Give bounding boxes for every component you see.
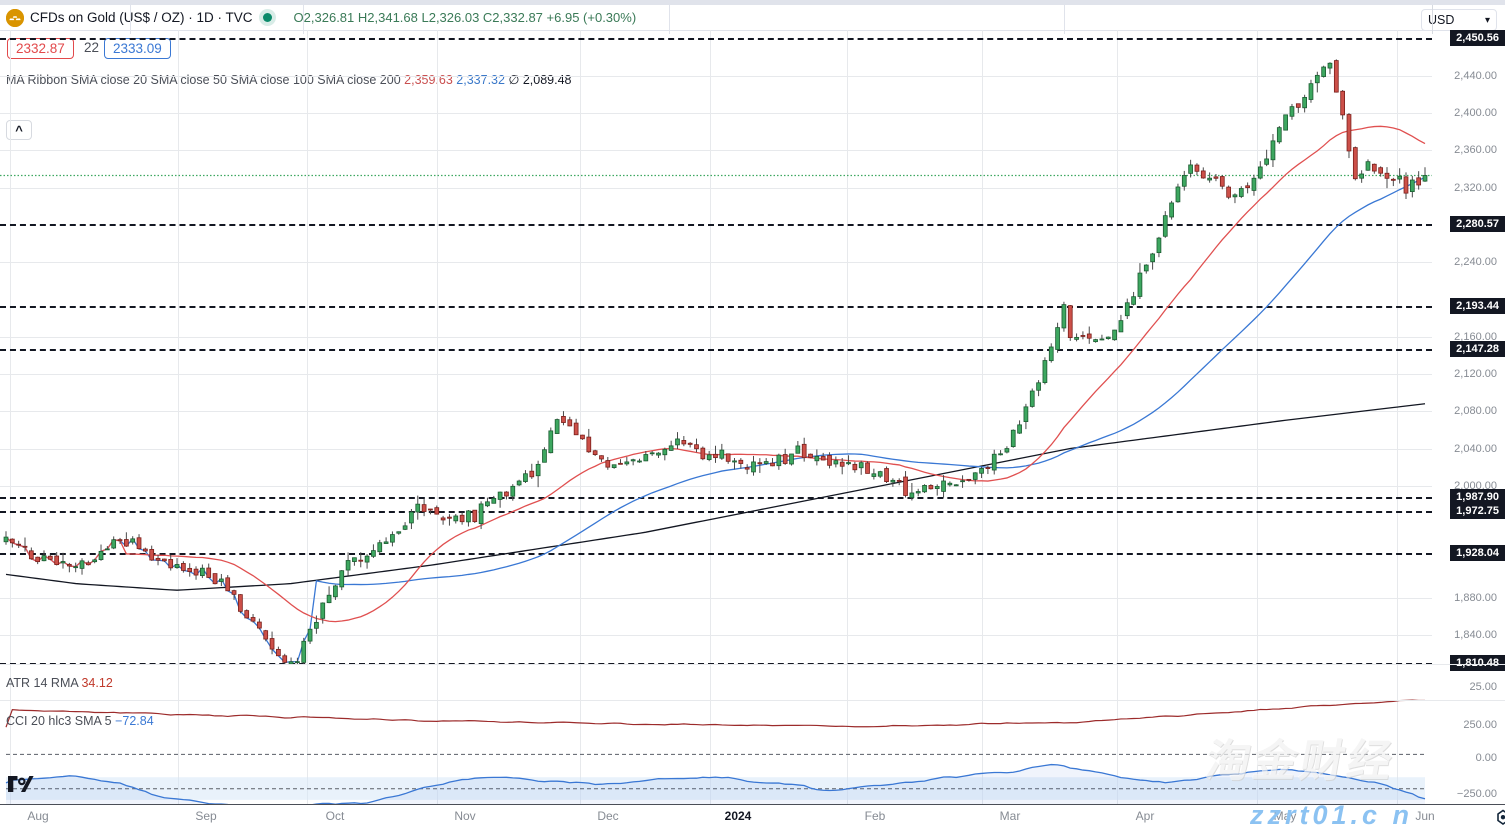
svg-text:zzrt01.c n: zzrt01.c n bbox=[1250, 800, 1413, 830]
